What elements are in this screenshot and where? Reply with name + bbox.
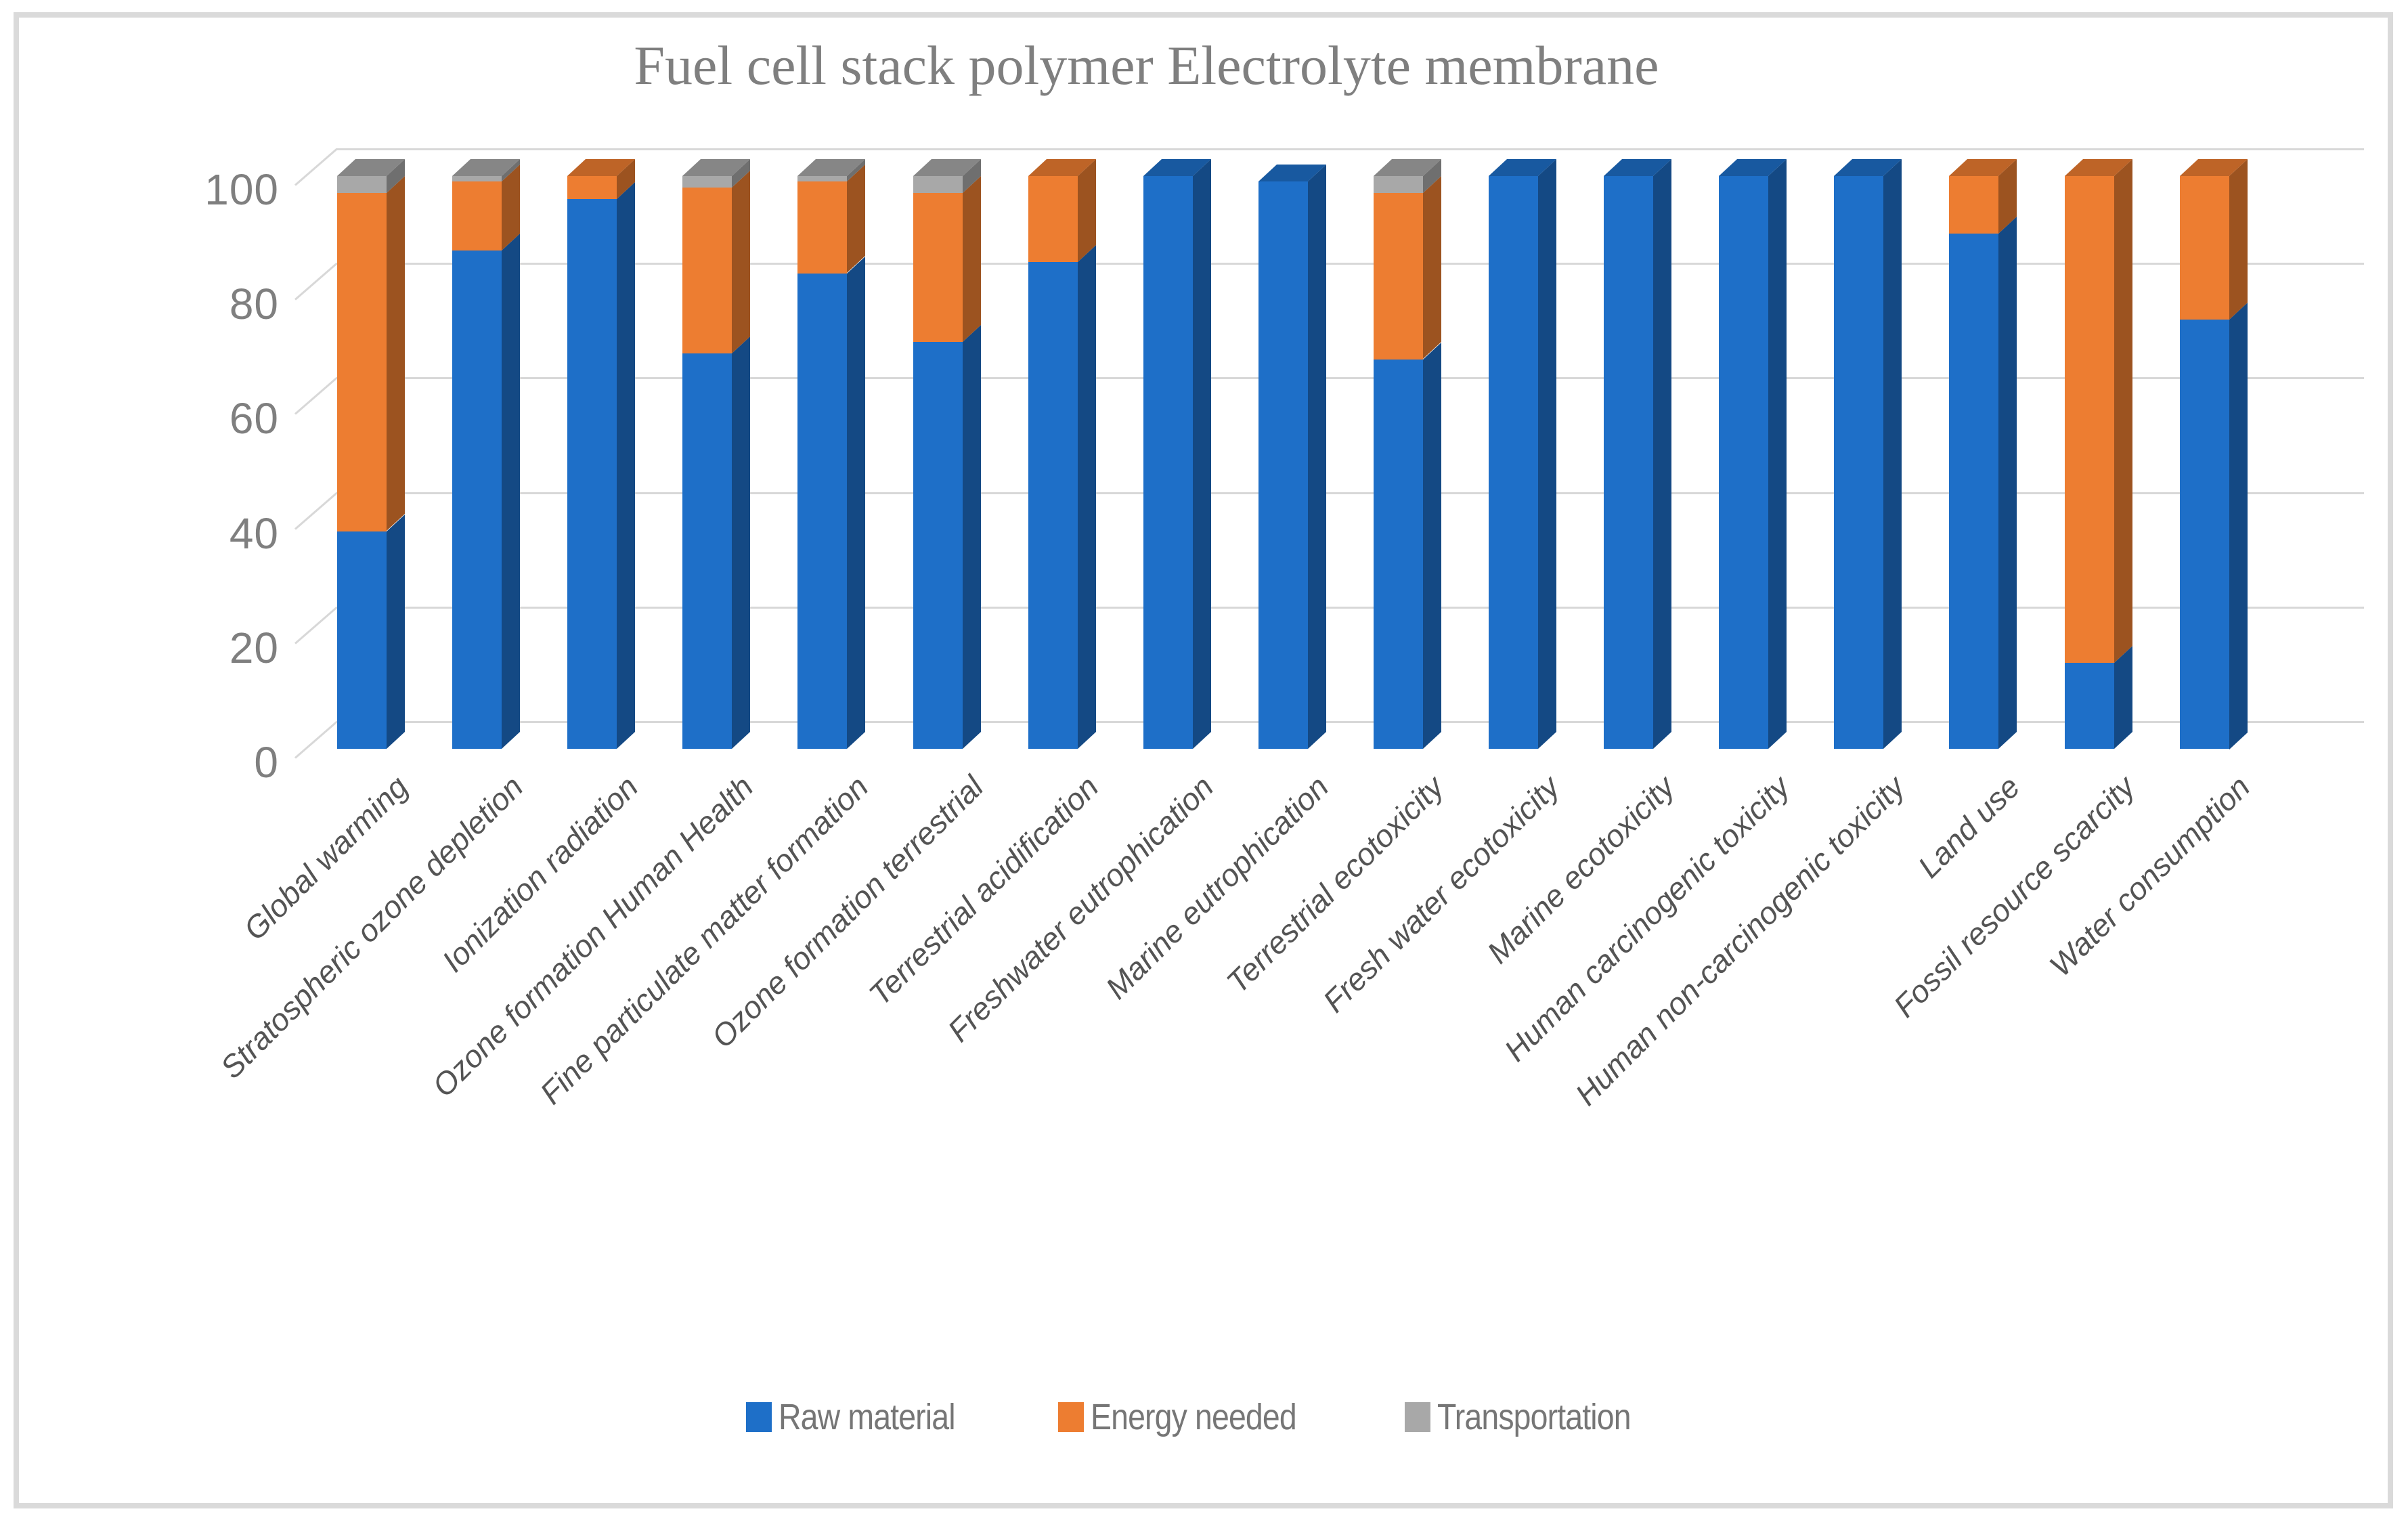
legend-label: Energy needed (1091, 1397, 1297, 1437)
bar-segment-front (682, 353, 732, 749)
bar-segment-front (1373, 193, 1423, 360)
legend-item-transportation: Transportation (1404, 1396, 1662, 1438)
bar-segment-front (1373, 359, 1423, 749)
bar-segment-side (2114, 158, 2132, 664)
bar-segment-front (682, 187, 732, 354)
axis-tick-icon (294, 492, 338, 530)
bar-segment-front (337, 193, 387, 531)
bar-segment-front (797, 273, 848, 749)
bar-segment-front (2179, 176, 2229, 320)
bar-segment-side (2229, 158, 2248, 320)
bar-segment-side (847, 256, 866, 749)
legend-label: Raw material (779, 1397, 956, 1437)
axis-tick-icon (294, 148, 338, 186)
bar-segment-side (1998, 216, 2017, 749)
bar-segment-front (1949, 176, 1999, 234)
transportation-swatch-icon (1404, 1402, 1430, 1432)
bar-segment-front (2179, 319, 2229, 749)
y-axis-tick-label: 20 (229, 623, 279, 672)
bar-segment-front (1028, 176, 1078, 262)
bar-segment-front (1258, 181, 1308, 749)
gridline (336, 721, 2364, 723)
bar-segment-front (797, 181, 848, 274)
chart-border-frame (14, 12, 2393, 1508)
bar-segment-front (913, 193, 963, 343)
bar-segment-side (2114, 646, 2132, 749)
legend-label: Transportation (1437, 1397, 1632, 1437)
gridline (336, 148, 2364, 150)
bar-segment-front (913, 342, 963, 749)
bar-segment-side (732, 336, 751, 749)
bar-segment-side (962, 176, 981, 343)
bar-segment-side (502, 233, 521, 749)
axis-tick-icon (294, 262, 338, 301)
axis-tick-icon (294, 606, 338, 645)
bar-segment-front (1949, 233, 1999, 749)
bar-segment-side (1422, 176, 1441, 360)
bar-segment-side (847, 165, 866, 274)
bar-segment-side (1883, 158, 1902, 749)
bar-segment-side (1192, 158, 1211, 749)
bar-segment-front (452, 250, 502, 749)
chart-title: Fuel cell stack polymer Electrolyte memb… (634, 35, 1659, 96)
bar-segment-front (1604, 176, 1654, 749)
bar-segment-front (1834, 176, 1884, 749)
bar-segment-front (1028, 261, 1078, 749)
axis-tick-icon (294, 376, 338, 416)
bar-segment-side (1077, 158, 1096, 262)
legend-item-energy-needed: Energy needed (1058, 1396, 1330, 1438)
y-axis-tick-label: 100 (204, 165, 279, 214)
bar-segment-front (1719, 176, 1769, 749)
bar-segment-side (1538, 158, 1556, 749)
bar-segment-front (1143, 176, 1193, 749)
y-axis-tick-label: 0 (254, 738, 279, 787)
gridline (336, 377, 2364, 380)
bar-segment-front (682, 176, 732, 188)
bar-segment-front (1373, 176, 1423, 194)
y-axis-tick-label: 40 (229, 508, 279, 558)
bar-segment-front (567, 198, 617, 749)
bar-segment-side (1077, 244, 1096, 749)
bar-segment-side (1653, 158, 1672, 749)
bar-segment-front (913, 176, 963, 194)
bar-segment-front (2064, 663, 2114, 749)
bar-segment-side (1307, 165, 1326, 749)
bar-segment-front (452, 176, 502, 182)
energy-needed-swatch-icon (1058, 1402, 1085, 1432)
bar-segment-side (387, 514, 405, 749)
legend-item-raw-material: Raw material (746, 1396, 984, 1438)
bar-segment-front (337, 176, 387, 194)
axis-tick-icon (294, 720, 338, 759)
raw-material-swatch-icon (746, 1402, 772, 1432)
gridline (336, 606, 2364, 609)
gridline (336, 492, 2364, 494)
y-axis-tick-label: 80 (229, 280, 279, 329)
bar-segment-side (1422, 342, 1441, 749)
gridline (336, 263, 2364, 265)
bar-segment-side (617, 181, 636, 749)
bar-segment-side (962, 325, 981, 749)
bar-segment-side (1768, 158, 1787, 749)
bar-segment-front (337, 531, 387, 749)
bar-segment-front (2064, 176, 2114, 664)
bar-segment-front (797, 176, 848, 182)
bar-segment-side (2229, 302, 2248, 749)
legend: Raw material Energy needed Transportatio… (0, 1396, 2408, 1438)
bar-segment-front (452, 181, 502, 251)
bar-segment-side (387, 176, 405, 531)
y-axis-tick-label: 60 (229, 394, 279, 443)
bar-segment-side (732, 170, 751, 354)
bar-segment-front (567, 176, 617, 199)
bar-segment-front (1489, 176, 1538, 749)
